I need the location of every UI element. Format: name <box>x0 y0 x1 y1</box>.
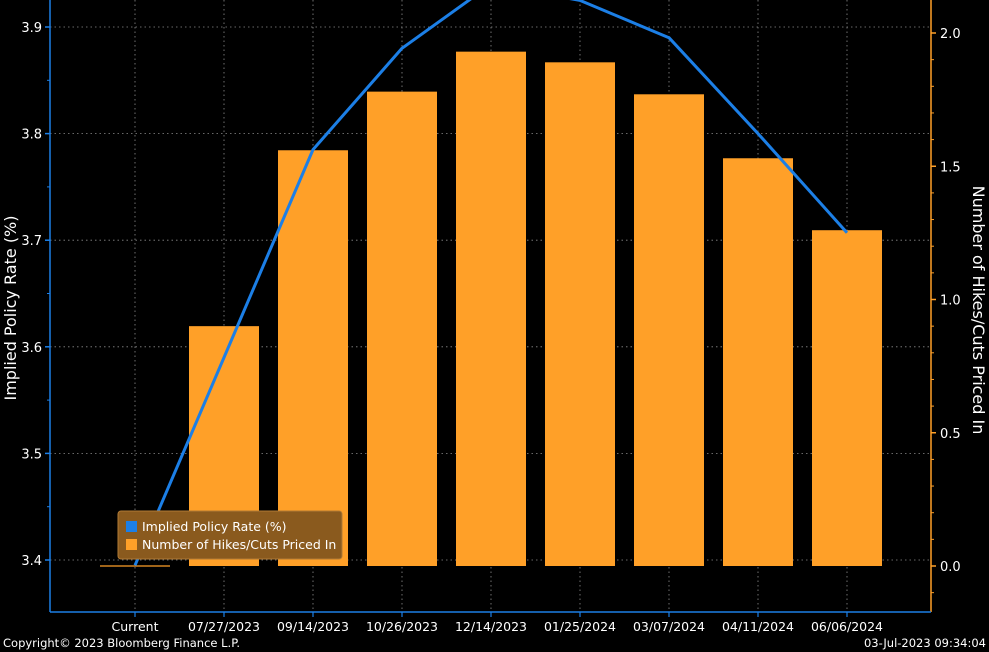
left-tick-label: 3.7 <box>21 234 42 249</box>
timestamp-text: 03-Jul-2023 09:34:04 <box>863 636 986 650</box>
right-tick-label: 1.5 <box>940 160 961 175</box>
left-tick-label: 3.8 <box>21 128 42 143</box>
bar <box>812 230 882 566</box>
legend-label: Number of Hikes/Cuts Priced In <box>142 537 336 552</box>
bar <box>456 51 526 566</box>
left-tick-label: 3.6 <box>21 341 42 356</box>
x-tick-label: 07/27/2023 <box>188 619 260 634</box>
x-tick-label: 03/07/2024 <box>633 619 705 634</box>
legend-swatch-rate <box>126 521 137 532</box>
legend-label: Implied Policy Rate (%) <box>142 519 287 534</box>
x-tick-label: 09/14/2023 <box>277 619 349 634</box>
bar <box>278 150 348 566</box>
right-tick-label: 0.5 <box>940 427 961 442</box>
bar <box>723 158 793 566</box>
right-tick-label: 2.0 <box>940 27 961 42</box>
rate-line <box>133 0 849 566</box>
right-tick-label: 0.0 <box>940 560 961 575</box>
left-axis-title: Implied Policy Rate (%) <box>1 215 20 400</box>
bar <box>545 62 615 566</box>
x-tick-label: 01/25/2024 <box>544 619 616 634</box>
right-axis-title: Number of Hikes/Cuts Priced In <box>969 186 988 435</box>
x-tick-label: 06/06/2024 <box>811 619 883 634</box>
x-tick-label: 10/26/2023 <box>366 619 438 634</box>
left-tick-label: 3.5 <box>21 447 42 462</box>
left-tick-label: 3.4 <box>21 554 42 569</box>
x-tick-label: Current <box>112 619 159 634</box>
legend-box <box>117 510 343 560</box>
legend-swatch-hikes <box>126 539 137 550</box>
bar <box>634 94 704 567</box>
right-tick-label: 1.0 <box>940 294 961 309</box>
copyright-text: Copyright© 2023 Bloomberg Finance L.P. <box>3 636 240 650</box>
x-tick-label: 12/14/2023 <box>455 619 527 634</box>
bar <box>367 91 437 566</box>
x-tick-label: 04/11/2024 <box>722 619 794 634</box>
left-tick-label: 3.9 <box>21 21 42 36</box>
